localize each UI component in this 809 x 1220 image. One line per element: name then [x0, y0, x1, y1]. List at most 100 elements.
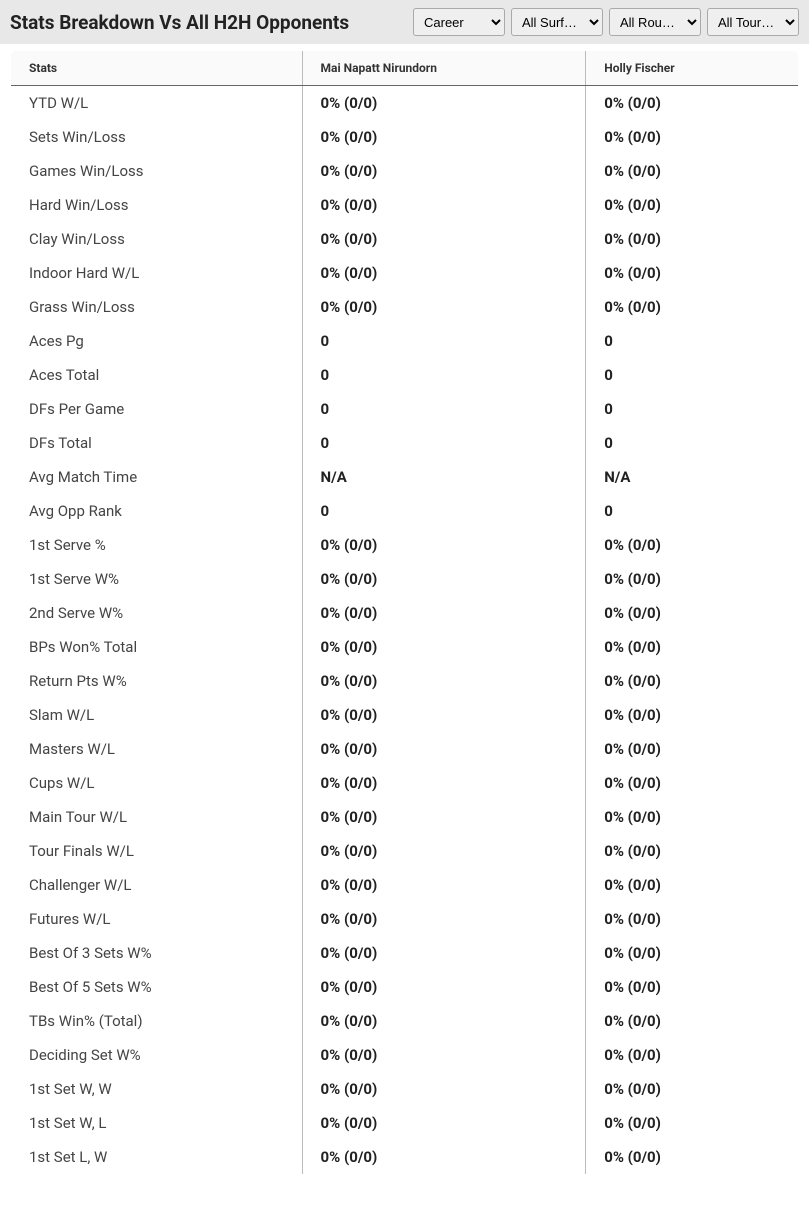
table-row: Return Pts W%0% (0/0)0% (0/0)	[11, 664, 799, 698]
table-row: TBs Win% (Total)0% (0/0)0% (0/0)	[11, 1004, 799, 1038]
stat-value-player1: 0% (0/0)	[302, 732, 586, 766]
stat-value-player2: 0% (0/0)	[586, 800, 799, 834]
stat-value-player2: 0% (0/0)	[586, 1140, 799, 1175]
table-row: Sets Win/Loss0% (0/0)0% (0/0)	[11, 120, 799, 154]
stats-table-wrap: Stats Mai Napatt Nirundorn Holly Fischer…	[0, 44, 809, 1185]
table-row: 1st Serve W%0% (0/0)0% (0/0)	[11, 562, 799, 596]
table-row: BPs Won% Total0% (0/0)0% (0/0)	[11, 630, 799, 664]
stat-value-player1: 0% (0/0)	[302, 1106, 586, 1140]
table-row: 1st Serve %0% (0/0)0% (0/0)	[11, 528, 799, 562]
stat-value-player2: 0% (0/0)	[586, 256, 799, 290]
table-row: Hard Win/Loss0% (0/0)0% (0/0)	[11, 188, 799, 222]
stat-value-player1: 0% (0/0)	[302, 664, 586, 698]
stat-value-player1: 0% (0/0)	[302, 562, 586, 596]
stat-value-player1: 0% (0/0)	[302, 1072, 586, 1106]
stat-value-player1: 0% (0/0)	[302, 1140, 586, 1175]
table-row: 1st Set W, L0% (0/0)0% (0/0)	[11, 1106, 799, 1140]
stat-label: Best Of 3 Sets W%	[11, 936, 303, 970]
stat-label: YTD W/L	[11, 86, 303, 121]
stat-label: Avg Opp Rank	[11, 494, 303, 528]
table-row: Avg Opp Rank00	[11, 494, 799, 528]
table-header-row: Stats Mai Napatt Nirundorn Holly Fischer	[11, 51, 799, 86]
stat-value-player1: 0% (0/0)	[302, 902, 586, 936]
page-title: Stats Breakdown Vs All H2H Opponents	[10, 11, 349, 34]
col-header-stats: Stats	[11, 51, 303, 86]
stat-label: DFs Total	[11, 426, 303, 460]
table-row: Deciding Set W%0% (0/0)0% (0/0)	[11, 1038, 799, 1072]
stat-value-player2: 0% (0/0)	[586, 630, 799, 664]
filter-surface[interactable]: All Surf…	[511, 8, 603, 36]
stat-label: Aces Pg	[11, 324, 303, 358]
table-row: Tour Finals W/L0% (0/0)0% (0/0)	[11, 834, 799, 868]
table-row: Clay Win/Loss0% (0/0)0% (0/0)	[11, 222, 799, 256]
table-row: Avg Match TimeN/AN/A	[11, 460, 799, 494]
stat-value-player1: 0% (0/0)	[302, 698, 586, 732]
filter-tour[interactable]: All Tour…	[707, 8, 799, 36]
stat-value-player1: 0% (0/0)	[302, 834, 586, 868]
stats-header-bar: Stats Breakdown Vs All H2H Opponents Car…	[0, 0, 809, 44]
stat-value-player2: 0	[586, 426, 799, 460]
stat-value-player2: 0	[586, 358, 799, 392]
stat-label: TBs Win% (Total)	[11, 1004, 303, 1038]
table-row: Games Win/Loss0% (0/0)0% (0/0)	[11, 154, 799, 188]
stat-value-player1: 0% (0/0)	[302, 528, 586, 562]
stat-value-player1: 0	[302, 494, 586, 528]
table-row: Aces Total00	[11, 358, 799, 392]
stat-value-player1: 0	[302, 324, 586, 358]
table-row: Best Of 3 Sets W%0% (0/0)0% (0/0)	[11, 936, 799, 970]
stat-value-player2: 0% (0/0)	[586, 1106, 799, 1140]
stat-value-player1: 0% (0/0)	[302, 800, 586, 834]
stats-table: Stats Mai Napatt Nirundorn Holly Fischer…	[10, 50, 799, 1175]
table-row: 1st Set L, W0% (0/0)0% (0/0)	[11, 1140, 799, 1175]
filter-period[interactable]: Career	[413, 8, 505, 36]
table-row: Aces Pg00	[11, 324, 799, 358]
stat-label: Indoor Hard W/L	[11, 256, 303, 290]
stat-label: Slam W/L	[11, 698, 303, 732]
stat-label: Sets Win/Loss	[11, 120, 303, 154]
stat-label: 1st Serve W%	[11, 562, 303, 596]
stat-label: Cups W/L	[11, 766, 303, 800]
table-row: Slam W/L0% (0/0)0% (0/0)	[11, 698, 799, 732]
table-row: 1st Set W, W0% (0/0)0% (0/0)	[11, 1072, 799, 1106]
stat-label: 1st Set L, W	[11, 1140, 303, 1175]
table-row: Grass Win/Loss0% (0/0)0% (0/0)	[11, 290, 799, 324]
table-row: YTD W/L0% (0/0)0% (0/0)	[11, 86, 799, 121]
stat-value-player1: 0% (0/0)	[302, 86, 586, 121]
stat-value-player2: 0% (0/0)	[586, 936, 799, 970]
stat-label: Tour Finals W/L	[11, 834, 303, 868]
stat-label: Avg Match Time	[11, 460, 303, 494]
stat-value-player2: 0% (0/0)	[586, 970, 799, 1004]
stat-label: 1st Serve %	[11, 528, 303, 562]
stat-value-player1: 0% (0/0)	[302, 256, 586, 290]
stat-value-player2: 0% (0/0)	[586, 902, 799, 936]
col-header-player1: Mai Napatt Nirundorn	[302, 51, 586, 86]
stat-value-player1: 0% (0/0)	[302, 1004, 586, 1038]
stat-value-player1: 0% (0/0)	[302, 766, 586, 800]
table-row: Futures W/L0% (0/0)0% (0/0)	[11, 902, 799, 936]
filter-round[interactable]: All Rou…	[609, 8, 701, 36]
stat-label: Aces Total	[11, 358, 303, 392]
table-row: Best Of 5 Sets W%0% (0/0)0% (0/0)	[11, 970, 799, 1004]
stat-value-player2: 0% (0/0)	[586, 188, 799, 222]
stat-value-player1: 0% (0/0)	[302, 630, 586, 664]
stat-value-player2: 0	[586, 494, 799, 528]
stat-label: BPs Won% Total	[11, 630, 303, 664]
stat-value-player2: 0% (0/0)	[586, 834, 799, 868]
stat-value-player1: 0% (0/0)	[302, 936, 586, 970]
filters-group: Career All Surf… All Rou… All Tour…	[413, 8, 799, 36]
stat-value-player1: 0% (0/0)	[302, 154, 586, 188]
table-row: Cups W/L0% (0/0)0% (0/0)	[11, 766, 799, 800]
table-row: 2nd Serve W%0% (0/0)0% (0/0)	[11, 596, 799, 630]
stat-value-player2: 0% (0/0)	[586, 766, 799, 800]
stat-value-player2: 0% (0/0)	[586, 86, 799, 121]
stat-value-player1: 0% (0/0)	[302, 1038, 586, 1072]
stat-value-player1: 0% (0/0)	[302, 290, 586, 324]
stat-value-player1: 0% (0/0)	[302, 868, 586, 902]
stat-value-player2: 0% (0/0)	[586, 698, 799, 732]
stat-label: 1st Set W, L	[11, 1106, 303, 1140]
stat-value-player1: 0% (0/0)	[302, 120, 586, 154]
stat-value-player2: 0% (0/0)	[586, 120, 799, 154]
table-row: DFs Per Game00	[11, 392, 799, 426]
stat-label: Futures W/L	[11, 902, 303, 936]
col-header-player2: Holly Fischer	[586, 51, 799, 86]
